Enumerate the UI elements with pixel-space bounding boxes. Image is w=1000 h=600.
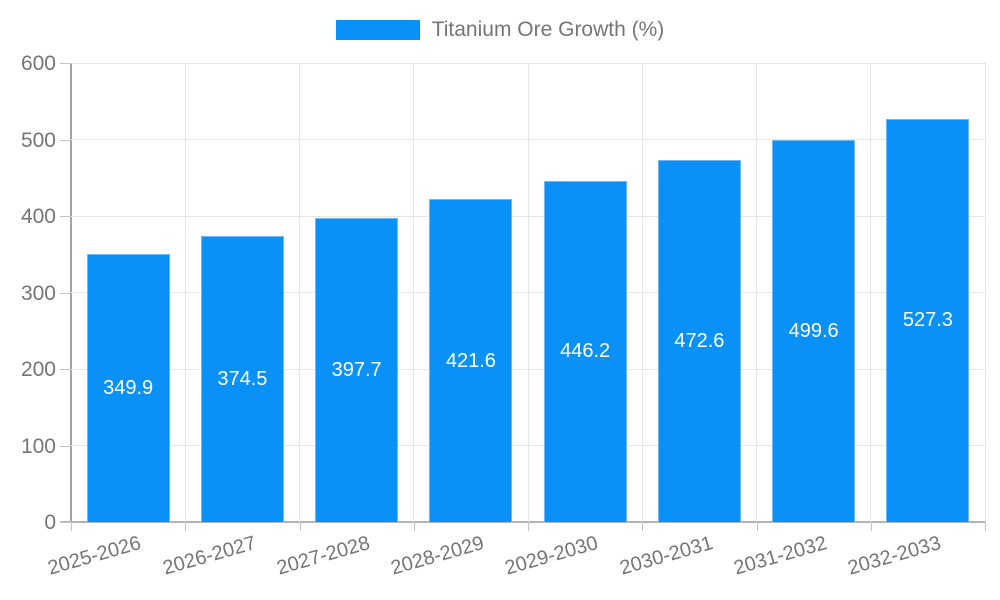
x-tick-label: 2027-2028 (274, 532, 373, 580)
x-tick-label: 2031-2032 (731, 532, 830, 580)
x-axis-tick-mark (528, 522, 529, 531)
bar-2031-2032[interactable] (772, 139, 856, 522)
y-axis-tick-mark (60, 369, 71, 370)
x-axis-tick-mark (71, 522, 72, 531)
gridline-vertical (641, 63, 643, 522)
x-axis-line (60, 521, 986, 523)
y-tick-label: 200 (20, 358, 56, 381)
y-axis-line (70, 63, 72, 523)
y-tick-label: 100 (20, 434, 56, 458)
y-tick-label: 0 (44, 511, 56, 534)
bar-2026-2027[interactable] (200, 235, 284, 522)
legend-swatch[interactable] (335, 20, 420, 40)
x-axis-tick-mark (413, 522, 415, 531)
x-tick-label: 2032-2033 (845, 532, 944, 580)
gridline-vertical (870, 63, 872, 522)
y-axis-tick-mark (60, 63, 71, 64)
x-axis-tick-mark (870, 522, 872, 531)
bar-2029-2030[interactable] (543, 180, 627, 522)
x-tick-label: 2029-2030 (502, 532, 601, 580)
bar-2032-2033[interactable] (886, 118, 970, 522)
legend-label[interactable]: Titanium Ore Growth (%) (431, 18, 665, 41)
gridline-vertical (527, 63, 529, 522)
gridline-vertical (413, 63, 415, 522)
x-axis-tick-mark (756, 522, 758, 531)
bar-2025-2026[interactable] (86, 254, 170, 522)
bar-2027-2028[interactable] (315, 217, 399, 522)
gridline-vertical (184, 63, 186, 522)
y-tick-label: 600 (20, 52, 56, 75)
y-tick-label: 500 (20, 128, 56, 152)
gridline-vertical (299, 63, 300, 522)
plot-area: 349.9 374.5 397.7 421.6 446.2 472.6 499.6 527.3 (71, 62, 986, 522)
x-axis-tick-mark (185, 522, 187, 531)
y-axis-tick-mark (60, 445, 71, 447)
legend: Titanium Ore Growth (%) (0, 18, 1000, 42)
y-axis-tick-mark (60, 292, 71, 294)
x-axis-tick-mark (642, 522, 644, 531)
x-tick-label: 2028-2029 (388, 532, 487, 580)
bar-2030-2031[interactable] (657, 160, 741, 522)
y-axis-tick-mark (60, 522, 71, 523)
gridline-vertical (984, 63, 986, 522)
x-axis-tick-mark (985, 522, 986, 531)
y-tick-label: 300 (20, 281, 56, 305)
y-axis-tick-mark (60, 139, 71, 141)
x-tick-label: 2025-2026 (45, 532, 144, 580)
y-tick-label: 400 (20, 205, 56, 228)
bar-2028-2029[interactable] (429, 199, 513, 522)
gridline-vertical (756, 63, 757, 522)
y-axis-tick-mark (60, 216, 71, 217)
x-axis-tick-mark (299, 522, 301, 531)
x-tick-label: 2026-2027 (160, 532, 259, 580)
x-tick-label: 2030-2031 (617, 532, 716, 580)
